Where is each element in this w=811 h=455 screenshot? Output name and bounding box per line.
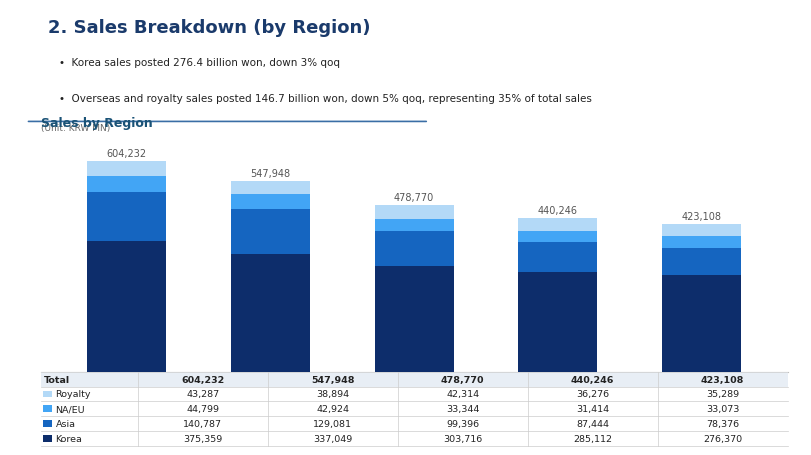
Bar [41,416,787,431]
Bar [374,232,453,266]
Bar [661,248,740,276]
Bar [517,219,597,231]
Bar [661,237,740,248]
Text: 440,246: 440,246 [570,375,614,384]
Text: NA/EU: NA/EU [55,404,85,414]
Text: 285,112: 285,112 [573,434,611,443]
Text: 423,108: 423,108 [700,375,744,384]
Text: 35,289: 35,289 [706,389,738,399]
Text: 440,246: 440,246 [537,206,577,216]
Text: 604,232: 604,232 [106,149,147,159]
Text: 547,948: 547,948 [250,168,290,178]
Text: 129,081: 129,081 [313,419,352,428]
Bar [88,192,166,241]
Bar [41,401,787,416]
Bar [230,210,310,254]
Text: 43,287: 43,287 [186,389,219,399]
Text: Korea: Korea [55,434,82,443]
Bar [230,254,310,372]
Text: 87,444: 87,444 [576,419,608,428]
Bar [661,276,740,372]
Text: •  Korea sales posted 276.4 billion won, down 3% qoq: • Korea sales posted 276.4 billion won, … [59,58,340,68]
Text: 2. Sales Breakdown (by Region): 2. Sales Breakdown (by Region) [48,19,370,37]
Bar [517,242,597,273]
Text: 478,770: 478,770 [440,375,484,384]
Bar [517,231,597,242]
Bar [230,181,310,195]
Bar [43,435,52,442]
Bar [374,266,453,372]
Bar [88,162,166,177]
Text: 423,108: 423,108 [680,212,720,222]
Text: 99,396: 99,396 [445,419,478,428]
Text: 337,049: 337,049 [313,434,352,443]
Text: 140,787: 140,787 [183,419,222,428]
Bar [41,431,787,446]
Text: 78,376: 78,376 [706,419,738,428]
Text: Asia: Asia [55,419,75,428]
Text: 276,370: 276,370 [702,434,741,443]
Text: 42,314: 42,314 [445,389,478,399]
Text: Sales by Region: Sales by Region [41,117,152,130]
Text: 31,414: 31,414 [575,404,608,414]
Text: 303,716: 303,716 [443,434,482,443]
Text: 38,894: 38,894 [315,389,349,399]
Text: Royalty: Royalty [55,389,91,399]
Bar [88,177,166,192]
Bar [374,220,453,232]
Bar [43,420,52,427]
Bar [517,273,597,372]
Bar [661,225,740,237]
Bar [43,391,52,397]
Bar [41,387,787,401]
Text: 42,924: 42,924 [315,404,349,414]
Bar [43,405,52,412]
Text: 36,276: 36,276 [575,389,608,399]
Text: Total: Total [45,375,71,384]
Text: (Unit: KRW MN): (Unit: KRW MN) [41,123,109,132]
Text: 604,232: 604,232 [181,375,224,384]
Bar [230,195,310,210]
Bar [88,241,166,372]
Text: 44,799: 44,799 [186,404,219,414]
Text: 33,073: 33,073 [705,404,739,414]
Bar [374,205,453,220]
Text: 478,770: 478,770 [393,192,434,202]
Text: 33,344: 33,344 [445,404,478,414]
Text: 547,948: 547,948 [311,375,354,384]
Text: 375,359: 375,359 [182,434,222,443]
Bar [41,372,787,387]
Text: •  Overseas and royalty sales posted 146.7 billion won, down 5% qoq, representin: • Overseas and royalty sales posted 146.… [59,94,591,104]
